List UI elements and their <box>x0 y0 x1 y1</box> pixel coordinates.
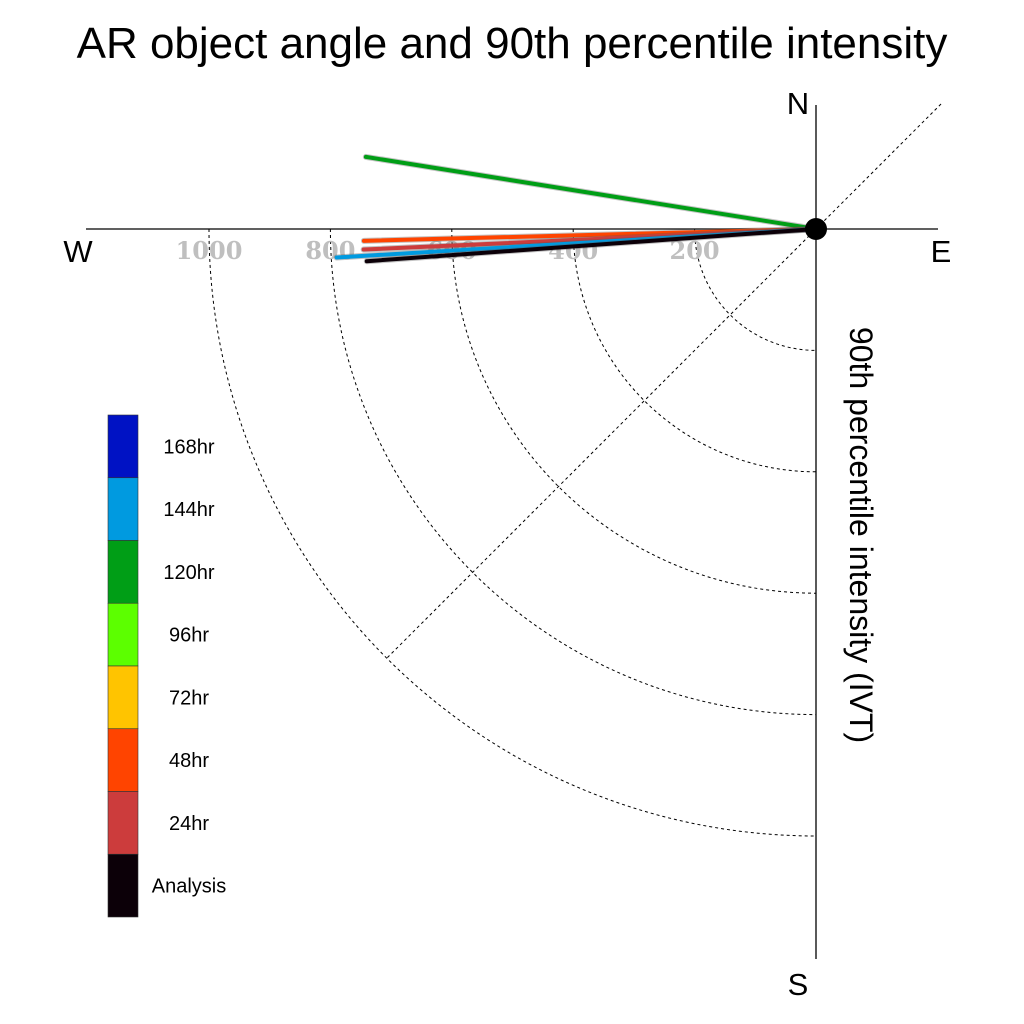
legend-swatch-72hr <box>107 665 139 730</box>
legend-label-96hr: 96hr <box>169 625 209 647</box>
legend-swatch-168hr <box>107 414 139 479</box>
legend-swatch-48hr <box>107 728 139 792</box>
radial-tick-label: 1000 <box>176 236 243 265</box>
grid-arc <box>329 228 817 716</box>
legend: 168hr 144hr 120hr 96hr 72hr 48hr 24hr Analysis <box>107 414 226 918</box>
radial-tick-label: 800 <box>305 236 355 265</box>
series-line-analysis <box>364 227 818 264</box>
legend-swatch-144hr <box>107 477 139 541</box>
origin-marker <box>805 218 827 240</box>
grid-arc <box>694 228 817 351</box>
legend-swatch-96hr <box>107 602 139 667</box>
legend-swatch-120hr <box>107 540 139 604</box>
compass-south-label: S <box>788 967 809 1002</box>
grid-arc <box>572 228 817 473</box>
legend-label-48hr: 48hr <box>169 750 209 772</box>
series-line-120hr <box>363 154 818 231</box>
legend-label-24hr: 24hr <box>169 813 209 835</box>
legend-swatch-24hr <box>107 791 139 855</box>
grid <box>208 103 942 837</box>
grid-arc <box>208 228 817 837</box>
y-axis-label: 90th percentile intensity (IVT) <box>843 327 879 743</box>
legend-label-144hr: 144hr <box>163 499 214 521</box>
chart-title: AR object angle and 90th percentile inte… <box>77 19 948 68</box>
legend-label-168hr: 168hr <box>163 436 214 458</box>
legend-label-72hr: 72hr <box>169 687 209 709</box>
series-lines <box>333 153 819 265</box>
diagonal-reference-line <box>385 103 942 660</box>
legend-label-analysis: Analysis <box>152 876 226 898</box>
legend-swatch-analysis <box>107 853 139 918</box>
compass-east-label: E <box>931 234 952 269</box>
radial-tick-labels: 2004006008001000 <box>176 236 720 265</box>
compass-north-label: N <box>787 86 809 121</box>
legend-label-120hr: 120hr <box>163 562 214 584</box>
compass-west-label: W <box>63 234 93 269</box>
grid-arc <box>451 228 817 594</box>
